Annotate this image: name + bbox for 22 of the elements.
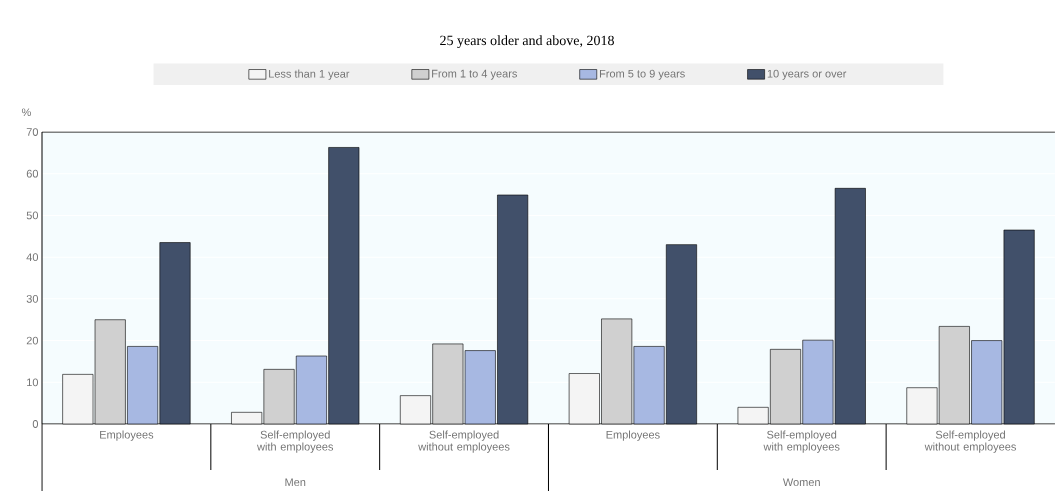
y-tick-label: 0 [32,420,39,428]
y-axis-title: % [21,108,31,117]
y-tick-label: 30 [26,294,39,303]
text: Women [782,478,820,487]
legend-label: From 5 to 9 years [599,69,685,80]
x-tick-label: Employees [606,430,660,441]
x-tick-label: Self-employed without employees [924,430,1016,453]
y-tick-label: 10 [27,378,39,387]
y-tick-label: 60 [26,169,39,178]
legend-label: Less than 1 year [269,69,350,80]
x-tick-label: Self-employed with employees [763,430,840,453]
x-tick-label: Self-employed with employees [257,430,334,453]
y-tick-label: 70 [26,128,39,136]
y-tick-label: 20 [26,336,39,345]
y-tick-label: 50 [26,211,39,220]
chart-title: 25 years older and above, 2018 [440,35,614,49]
x-tick-label: Employees [100,430,154,441]
y-tick-label: 40 [26,253,39,262]
legend-label: From 1 to 4 years [432,69,517,80]
legend-label: 10 years or over [767,69,847,80]
x-tick-label: Self-employed without employees [418,430,510,453]
text: Men [285,478,306,487]
